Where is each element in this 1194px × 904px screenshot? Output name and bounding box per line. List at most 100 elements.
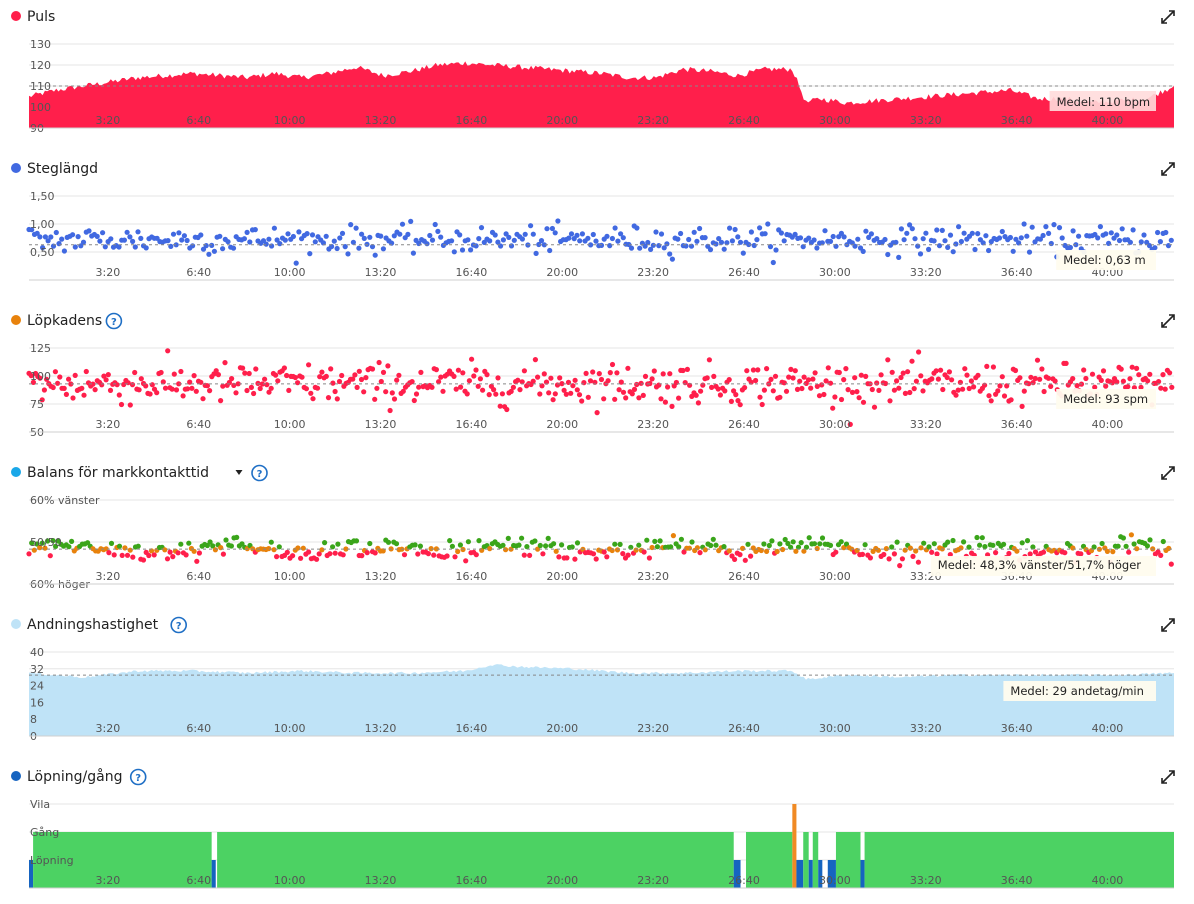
steg-point <box>1043 224 1049 230</box>
kadens-point <box>70 395 76 401</box>
y-tick-label: 120 <box>30 59 51 72</box>
kadens-point <box>561 387 567 393</box>
lopning-legend-dot <box>11 771 21 781</box>
kadens-point <box>794 386 801 392</box>
steg-point <box>658 231 665 237</box>
kadens-point <box>213 368 219 374</box>
kadens-point <box>458 384 464 390</box>
steg-point <box>956 224 962 230</box>
kadens-point <box>863 373 869 379</box>
kadens-point <box>742 385 748 391</box>
kadens-point <box>303 386 309 392</box>
balans-point <box>204 542 210 549</box>
kadens-point <box>667 371 673 377</box>
puls-average-box <box>1049 91 1156 111</box>
expand-icon[interactable] <box>1161 770 1175 784</box>
balans-point <box>146 552 152 559</box>
kadens-point <box>658 396 664 402</box>
steg-point <box>609 235 616 242</box>
kadens-point <box>836 369 842 376</box>
steg-point <box>457 232 463 238</box>
help-icon[interactable]: ? <box>129 768 147 786</box>
x-tick-label: 20:00 <box>546 266 578 279</box>
balans-point <box>929 549 935 555</box>
steg-point <box>132 244 138 250</box>
steg-point <box>56 241 62 247</box>
steg-point <box>931 238 937 244</box>
kadens-point <box>1008 397 1014 403</box>
steg-point <box>230 245 237 251</box>
kadens-point <box>849 389 856 395</box>
balans-point <box>790 539 796 545</box>
kadens-point <box>876 387 882 393</box>
steg-point <box>451 249 457 255</box>
balans-point <box>921 540 927 546</box>
steg-point <box>983 233 989 239</box>
x-tick-label: 16:40 <box>456 722 488 735</box>
balans-point <box>127 547 133 553</box>
balans-point <box>364 550 370 556</box>
andning-panel: Andningshastighet?40322416803:206:4010:0… <box>11 616 1175 743</box>
kadens-point <box>391 396 398 402</box>
balans-point <box>721 544 727 550</box>
kadens-point <box>189 385 195 391</box>
expand-icon[interactable] <box>1161 618 1175 632</box>
balans-point <box>934 551 940 557</box>
expand-icon[interactable] <box>1161 466 1175 480</box>
balans-point <box>1014 548 1020 554</box>
kadens-point <box>244 387 250 394</box>
steg-point <box>108 236 114 242</box>
balans-point <box>881 551 887 558</box>
balans-point <box>167 549 173 555</box>
kadens-legend-dot <box>11 315 21 325</box>
kadens-point <box>975 372 981 378</box>
steg-point <box>593 238 599 244</box>
steg-point <box>165 238 171 244</box>
steg-point <box>748 229 755 235</box>
kadens-point <box>103 377 109 383</box>
x-tick-label: 3:20 <box>96 722 121 735</box>
kadens-point <box>508 388 514 394</box>
balans-point <box>1001 541 1007 547</box>
kadens-point <box>416 384 422 390</box>
help-icon[interactable]: ? <box>105 312 123 330</box>
balans-point <box>913 548 919 554</box>
help-icon[interactable]: ? <box>170 616 187 634</box>
steg-point <box>893 239 899 245</box>
steg-point <box>61 248 67 254</box>
kadens-point <box>1127 376 1133 382</box>
balans-point <box>537 542 543 549</box>
kadens-point <box>1012 367 1019 374</box>
balans-point <box>45 538 51 544</box>
balans-point <box>564 555 570 561</box>
expand-icon[interactable] <box>1161 314 1175 328</box>
steg-point <box>986 247 992 254</box>
balans-point <box>990 542 996 548</box>
balans-point <box>780 546 786 553</box>
kadens-point <box>389 390 395 396</box>
expand-icon[interactable] <box>1161 162 1175 176</box>
kadens-point <box>99 382 105 388</box>
kadens-point <box>160 379 166 385</box>
kadens-point <box>281 365 287 371</box>
x-tick-label: 20:00 <box>546 418 578 431</box>
x-tick-label: 23:20 <box>637 570 669 583</box>
balans-point <box>574 540 581 546</box>
balans-point <box>644 537 650 543</box>
chevron-down-icon[interactable] <box>235 470 243 475</box>
kadens-point <box>1081 367 1087 373</box>
balans-point <box>457 542 463 548</box>
help-icon[interactable]: ? <box>251 464 268 482</box>
x-tick-label: 6:40 <box>186 266 211 279</box>
balans-point <box>833 549 839 555</box>
steg-point <box>143 245 149 251</box>
balans-point <box>686 545 693 551</box>
steg-point <box>628 245 635 251</box>
expand-icon[interactable] <box>1161 10 1175 24</box>
kadens-title: Löpkadens <box>27 313 102 329</box>
steg-point <box>353 225 359 231</box>
balans-point <box>843 541 850 547</box>
kadens-point <box>486 392 492 398</box>
balans-point <box>798 540 804 546</box>
